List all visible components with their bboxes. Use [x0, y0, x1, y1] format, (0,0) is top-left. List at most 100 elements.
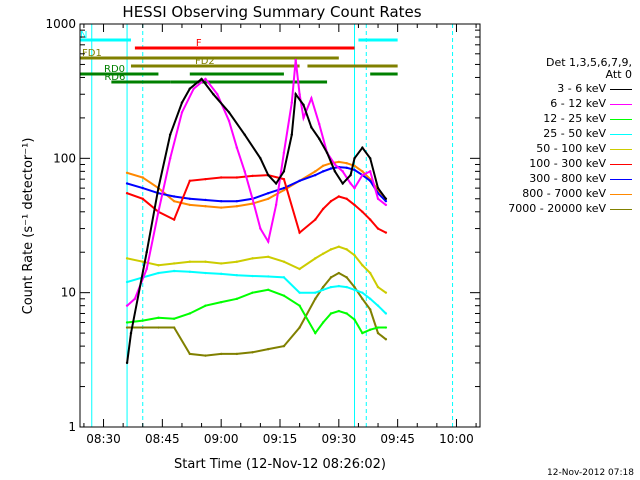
data-point: [219, 272, 223, 276]
data-point: [282, 170, 286, 173]
data-point: [267, 255, 270, 258]
data-point: [129, 331, 133, 335]
data-point: [376, 326, 380, 329]
data-point: [219, 176, 223, 179]
legend-label: 100 - 300 keV: [529, 157, 606, 170]
data-point: [314, 170, 317, 173]
data-point: [384, 312, 388, 315]
legend-entry: 50 - 100 keV: [536, 142, 632, 155]
data-point: [282, 276, 286, 279]
data-point: [204, 304, 207, 307]
data-point: [267, 197, 270, 200]
data-point: [314, 297, 317, 301]
data-point: [368, 157, 372, 160]
data-point: [353, 203, 356, 207]
series-line: [126, 59, 387, 307]
data-point: [345, 166, 348, 170]
data-point: [219, 300, 223, 304]
data-point: [204, 354, 207, 357]
data-point: [376, 285, 380, 289]
data-point: [188, 312, 192, 315]
data-point: [267, 240, 270, 243]
legend-label: 300 - 800 keV: [529, 172, 606, 185]
legend-label: 6 - 12 keV: [550, 97, 606, 110]
data-point: [168, 157, 172, 160]
series-line: [126, 245, 387, 294]
data-point: [219, 352, 223, 356]
data-point: [294, 58, 297, 62]
data-point: [235, 176, 239, 179]
data-point: [368, 170, 372, 173]
data-point: [125, 280, 129, 284]
data-point: [361, 331, 364, 335]
data-point: [337, 271, 341, 275]
legend-swatch: [610, 103, 632, 105]
x-tick-label: 10:00: [439, 432, 474, 446]
legend-entry: 12 - 25 keV: [543, 112, 632, 125]
legend-swatch: [610, 163, 632, 165]
legend-swatch: [610, 208, 632, 210]
data-point: [125, 257, 129, 260]
data-point: [376, 227, 380, 230]
legend-label: 800 - 7000 keV: [522, 187, 606, 200]
data-point: [345, 161, 348, 165]
data-point: [141, 186, 144, 190]
data-point: [353, 288, 356, 292]
data-point: [204, 177, 207, 181]
data-point: [361, 291, 364, 294]
data-point: [298, 291, 301, 294]
data-point: [298, 179, 301, 183]
series-line: [127, 271, 387, 357]
data-point: [353, 186, 356, 190]
data-point: [125, 321, 129, 324]
data-point: [157, 316, 160, 319]
legend-label: 50 - 100 keV: [536, 142, 606, 155]
data-point: [267, 347, 270, 351]
y-tick-label: 10: [61, 286, 76, 300]
data-point: [235, 199, 239, 203]
data-point: [141, 176, 144, 179]
data-point: [219, 262, 223, 265]
data-point: [298, 267, 301, 271]
data-point: [267, 275, 270, 278]
data-point: [321, 321, 325, 324]
legend-label: 25 - 50 keV: [543, 127, 606, 140]
data-point: [314, 291, 317, 294]
data-point: [219, 199, 223, 203]
legend-label: 7000 - 20000 keV: [508, 202, 606, 215]
data-point: [384, 203, 388, 207]
data-point: [172, 326, 176, 329]
legend-label: 3 - 6 keV: [557, 82, 606, 95]
data-point: [188, 203, 192, 207]
data-point: [368, 218, 372, 221]
legend-header: Att 0: [605, 68, 632, 81]
legend-swatch: [610, 133, 632, 135]
data-point: [341, 170, 344, 173]
data-point: [384, 326, 388, 329]
series-line: [126, 77, 387, 364]
data-point: [329, 199, 333, 203]
data-point: [384, 199, 388, 203]
data-point: [353, 157, 356, 160]
data-point: [133, 297, 137, 301]
data-point: [157, 326, 160, 329]
data-point: [337, 309, 341, 313]
data-point: [216, 93, 219, 96]
data-point: [282, 186, 286, 190]
data-point: [125, 326, 129, 329]
data-point: [251, 257, 254, 260]
data-point: [341, 182, 344, 185]
data-point: [337, 245, 341, 248]
data-point: [125, 192, 129, 195]
data-point: [290, 133, 293, 136]
data-point: [353, 318, 356, 321]
data-point: [251, 197, 254, 200]
data-point: [125, 361, 129, 365]
flag-bar-label: RD6: [104, 72, 125, 83]
y-tick-label: 100: [53, 151, 76, 165]
legend-header: Det 1,3,5,6,7,9,: [545, 56, 632, 69]
data-point: [235, 205, 239, 208]
data-point: [298, 304, 301, 307]
data-point: [274, 203, 278, 207]
data-point: [192, 87, 195, 90]
